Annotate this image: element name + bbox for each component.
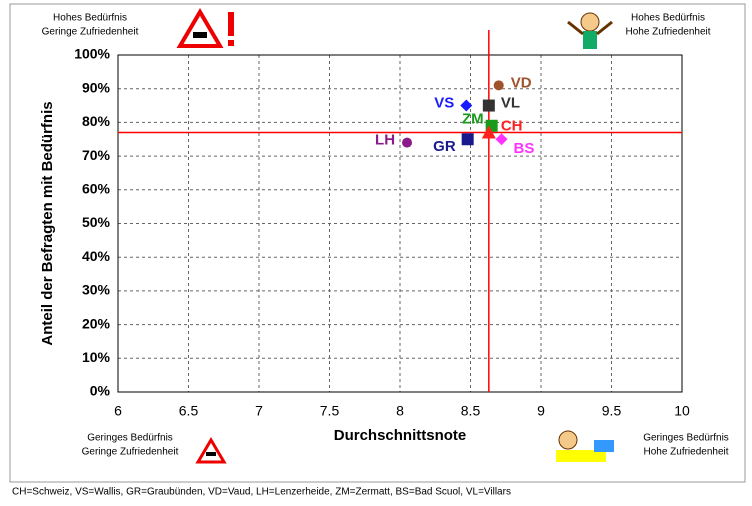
y-tick-label: 70%	[82, 147, 111, 163]
y-tick-label: 80%	[82, 113, 111, 129]
quadrant-label: Geringes Bedürfnis	[87, 433, 173, 444]
x-axis-label: Durchschnittsnote	[334, 427, 467, 444]
quadrant-label: Hohes Bedürfnis	[631, 13, 705, 24]
quadrant-label: Hohe Zufriedenheit	[643, 447, 728, 458]
x-tick-label: 9	[537, 403, 545, 419]
point	[483, 100, 495, 112]
y-tick-label: 10%	[82, 349, 111, 365]
y-tick-label: 20%	[82, 315, 111, 331]
point-label: ZM	[462, 111, 484, 128]
quadrant-label: Hohes Bedürfnis	[53, 13, 127, 24]
y-axis-label: Anteil der Befragten mit Bedürfnis	[39, 101, 56, 345]
y-tick-label: 90%	[82, 79, 111, 95]
x-tick-label: 8	[396, 403, 404, 419]
x-tick-label: 10	[674, 403, 690, 419]
chart: 0% 10% 20% 30% 40% 50% 60% 70% 80% 90% 100% 6 6.5 7 7.…	[0, 0, 752, 501]
y-tick-label: 60%	[82, 181, 111, 197]
x-tick-label: 6.5	[179, 403, 199, 419]
point-label: LH	[375, 132, 395, 149]
x-tick-label: 8.5	[461, 403, 481, 419]
point	[402, 138, 412, 148]
y-tick-label: 30%	[82, 282, 111, 298]
footnote: CH=Schweiz, VS=Wallis, GR=Graubünden, VD…	[12, 487, 511, 498]
point	[494, 80, 504, 90]
point	[462, 133, 474, 145]
y-tick-label: 40%	[82, 248, 111, 264]
y-tick-label: 50%	[82, 214, 111, 230]
y-tick-label: 0%	[90, 383, 111, 399]
point-label: BS	[514, 140, 535, 157]
point-label: VS	[434, 95, 454, 112]
x-tick-label: 7	[255, 403, 263, 419]
point-label: VL	[501, 95, 520, 112]
quadrant-label: Geringe Zufriedenheit	[42, 27, 139, 38]
x-tick-label: 7.5	[320, 403, 340, 419]
y-tick-label: 100%	[74, 46, 110, 62]
point-label: CH	[501, 117, 523, 134]
quadrant-label: Geringes Bedürfnis	[643, 433, 729, 444]
quadrant-label: Geringe Zufriedenheit	[82, 447, 179, 458]
x-tick-label: 9.5	[602, 403, 622, 419]
x-tick-label: 6	[114, 403, 122, 419]
point-label: VD	[511, 74, 532, 91]
quadrant-label: Hohe Zufriedenheit	[625, 27, 710, 38]
point-label: GR	[433, 138, 456, 155]
